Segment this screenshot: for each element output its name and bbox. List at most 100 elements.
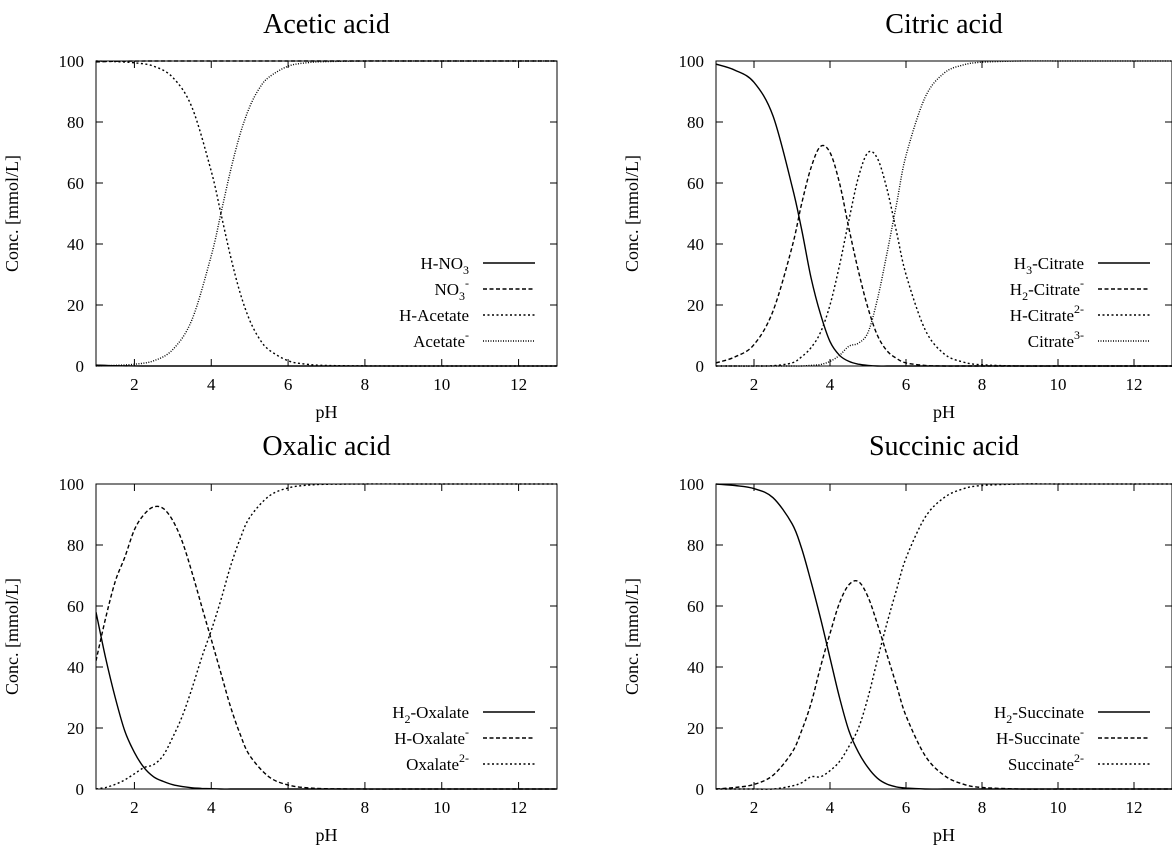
series-group xyxy=(716,60,1172,367)
y-tick-label: 60 xyxy=(687,597,704,616)
y-axis-label: Conc. [mmol/L] xyxy=(622,155,642,272)
series-group xyxy=(716,483,1172,790)
series-group xyxy=(96,483,557,790)
legend-label: H-Oxalate- xyxy=(394,725,469,748)
y-tick-label: 0 xyxy=(76,780,85,799)
x-tick-label: 8 xyxy=(978,798,987,817)
legend-label: H2-Citrate- xyxy=(1010,276,1084,303)
chart-title: Citric acid xyxy=(885,9,1002,40)
y-tick-label: 80 xyxy=(67,113,84,132)
x-tick-label: 2 xyxy=(130,798,139,817)
legend-label: H2-Oxalate xyxy=(392,703,469,726)
y-tick-label: 80 xyxy=(67,536,84,555)
y-tick-label: 40 xyxy=(67,235,84,254)
legend-label: Succinate2- xyxy=(1008,751,1084,774)
x-tick-label: 6 xyxy=(284,798,293,817)
y-tick-label: 40 xyxy=(687,658,704,677)
series-line-H-Oxalate- xyxy=(96,505,557,790)
y-tick-label: 100 xyxy=(679,52,705,71)
series-group xyxy=(96,60,557,367)
legend-label: H-Acetate xyxy=(399,306,469,325)
y-tick-label: 20 xyxy=(687,719,704,738)
chart-panel-3: Oxalic acid 0 20 40 60 80 100 2 4 6 8 10 12 pH Conc. [… xyxy=(2,431,558,845)
plot-frame xyxy=(95,60,558,367)
x-tick-label: 2 xyxy=(750,375,759,394)
y-tick-label: 60 xyxy=(687,174,704,193)
x-tick-label: 8 xyxy=(361,798,370,817)
series-line-Citrate3- xyxy=(716,60,1172,367)
x-axis-label: pH xyxy=(933,825,955,845)
series-line-Oxalate2- xyxy=(96,483,557,790)
series-line-H2-Succinate xyxy=(716,483,1172,790)
y-tick-label: 80 xyxy=(687,536,704,555)
legend-label: Citrate3- xyxy=(1028,328,1084,351)
x-axis-label: pH xyxy=(933,402,955,422)
x-tick-label: 2 xyxy=(130,375,139,394)
x-tick-label: 8 xyxy=(361,375,370,394)
x-tick-label: 6 xyxy=(902,375,911,394)
legend-label: H2-Succinate xyxy=(994,703,1084,726)
y-tick-label: 0 xyxy=(76,357,85,376)
series-line-H-Succinate- xyxy=(716,580,1172,790)
y-tick-label: 0 xyxy=(696,357,705,376)
chart-title: Succinic acid xyxy=(869,431,1019,462)
x-tick-label: 4 xyxy=(207,375,216,394)
y-tick-label: 100 xyxy=(59,52,85,71)
legend-label: NO3- xyxy=(434,276,469,303)
y-axis-label: Conc. [mmol/L] xyxy=(2,578,22,695)
x-tick-label: 12 xyxy=(1126,375,1143,394)
y-tick-label: 100 xyxy=(679,475,705,494)
x-tick-label: 6 xyxy=(902,798,911,817)
y-tick-label: 80 xyxy=(687,113,704,132)
y-tick-label: 60 xyxy=(67,174,84,193)
y-tick-label: 40 xyxy=(687,235,704,254)
chart-panel-4: Succinic acid 0 20 40 60 80 100 2 4 6 8 10 12 pH Conc.… xyxy=(622,431,1172,845)
x-tick-label: 4 xyxy=(826,798,835,817)
x-tick-label: 4 xyxy=(826,375,835,394)
legend-label: H-Citrate2- xyxy=(1010,302,1084,325)
y-tick-label: 60 xyxy=(67,597,84,616)
legend-label: H3-Citrate xyxy=(1014,254,1084,277)
x-axis-label: pH xyxy=(316,402,338,422)
x-tick-label: 8 xyxy=(978,375,987,394)
x-tick-label: 10 xyxy=(433,375,450,394)
x-tick-label: 4 xyxy=(207,798,216,817)
series-line-Succinate2- xyxy=(716,483,1172,790)
chart-title: Oxalic acid xyxy=(262,431,390,462)
plot-frame xyxy=(95,483,558,790)
x-axis-label: pH xyxy=(316,825,338,845)
legend-label: H-Succinate- xyxy=(996,725,1084,748)
x-tick-label: 10 xyxy=(1050,798,1067,817)
series-line-H2-Oxalate xyxy=(96,611,557,790)
y-tick-label: 0 xyxy=(696,780,705,799)
y-axis-label: Conc. [mmol/L] xyxy=(2,155,22,272)
x-tick-label: 12 xyxy=(510,798,527,817)
y-tick-label: 40 xyxy=(67,658,84,677)
plot-frame xyxy=(715,60,1172,367)
chart-panel-1: Acetic acid 0 20 40 60 80 100 2 4 6 8 10 12 pH Conc. [… xyxy=(2,9,558,422)
y-axis-label: Conc. [mmol/L] xyxy=(622,578,642,695)
series-line-H-NO3 xyxy=(96,364,557,367)
x-tick-label: 12 xyxy=(510,375,527,394)
y-tick-label: 20 xyxy=(67,719,84,738)
series-line-H-Citrate2- xyxy=(716,150,1172,367)
x-tick-label: 2 xyxy=(750,798,759,817)
x-tick-label: 10 xyxy=(433,798,450,817)
legend-label: Oxalate2- xyxy=(406,751,469,774)
chart-title: Acetic acid xyxy=(263,9,390,40)
legend-label: H-NO3 xyxy=(421,254,470,277)
y-tick-label: 20 xyxy=(687,296,704,315)
x-tick-label: 12 xyxy=(1126,798,1143,817)
series-line-NO3- xyxy=(96,60,557,63)
series-line-H-Acetate xyxy=(96,60,557,367)
series-line-Acetate- xyxy=(96,60,557,367)
x-tick-label: 6 xyxy=(284,375,293,394)
plot-frame xyxy=(715,483,1172,790)
y-tick-label: 100 xyxy=(59,475,85,494)
chart-panel-2: Citric acid 0 20 40 60 80 100 2 4 6 8 10 12 pH Conc. [… xyxy=(622,9,1172,422)
x-tick-label: 10 xyxy=(1050,375,1067,394)
